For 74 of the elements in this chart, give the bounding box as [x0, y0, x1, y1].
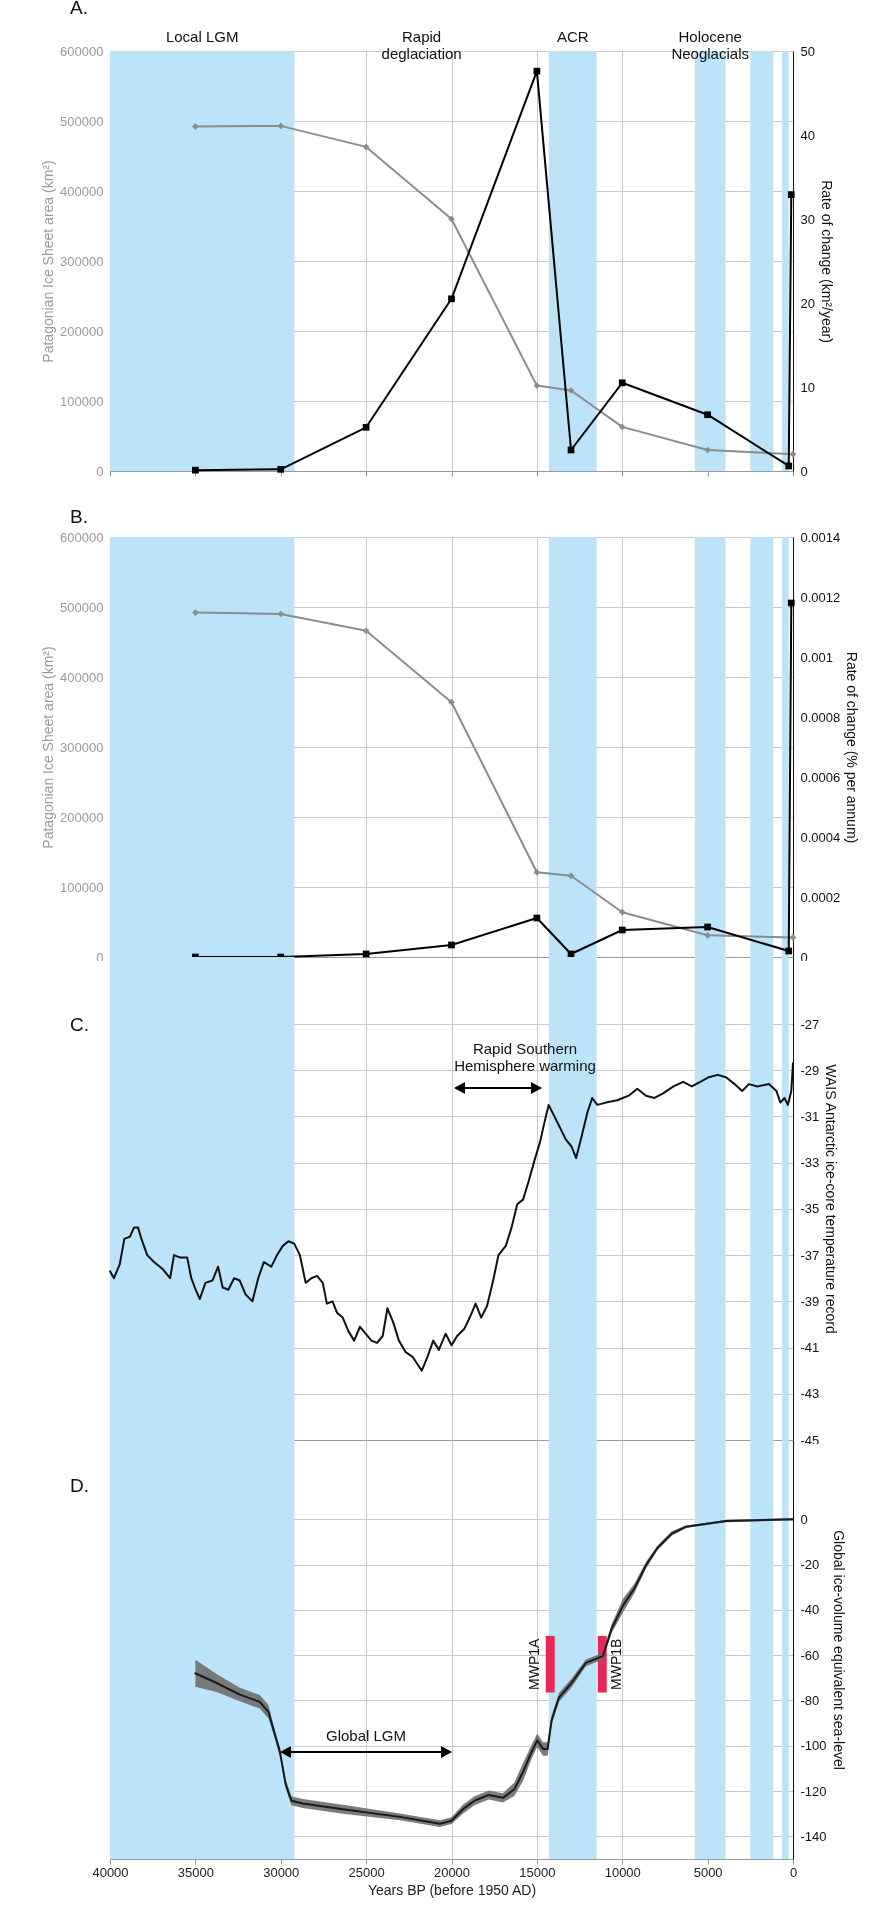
band-label: Holocene Neoglacials: [671, 28, 749, 62]
y-tick-label: 600000: [60, 529, 104, 545]
y-tick-label: 0: [96, 949, 104, 965]
y2-tick-label: -45: [800, 1432, 820, 1448]
x-tick-label: 30000: [263, 1864, 300, 1880]
band-label: ACR: [556, 28, 589, 45]
x-tick-label: 35000: [177, 1864, 214, 1880]
x-tick-label: 20000: [433, 1864, 471, 1880]
y2-tick-label: -41: [800, 1340, 820, 1356]
x-tick-label: 40000: [92, 1864, 129, 1880]
y-tick-label: 600000: [60, 43, 104, 59]
y2-axis-title: Rate of change (km²/year): [818, 180, 835, 343]
y2-tick-label: 0.0008: [800, 709, 841, 725]
y2-tick-label: -33: [800, 1155, 820, 1171]
y2-tick-label: 0.0006: [800, 769, 841, 785]
y2-tick-label: -35: [800, 1201, 820, 1217]
y2-tick-label: 50: [800, 43, 815, 59]
x-axis-title: Years BP (before 1950 AD): [367, 1881, 537, 1898]
y-tick-label: 500000: [60, 599, 104, 615]
annotation: Rapid Southern Hemisphere warming: [454, 1040, 596, 1074]
y2-tick-label: -80: [800, 1692, 820, 1708]
x-tick-label: 10000: [604, 1864, 641, 1880]
text: MWP1B: [608, 1638, 625, 1690]
y2-tick-label: -140: [800, 1828, 827, 1844]
text: MWP1A: [526, 1637, 543, 1690]
annotation: Global LGM: [325, 1727, 407, 1744]
y-tick-label: 0: [96, 463, 104, 479]
y2-tick-label: 0: [800, 463, 808, 479]
y2-axis-title: Rate of change (% per annum): [844, 651, 861, 844]
y2-tick-label: -60: [800, 1647, 820, 1663]
y2-axis-title: Global ice-volume equivalent sea-level: [830, 1530, 847, 1770]
y2-tick-label: 0.0002: [800, 889, 841, 905]
y2-tick-label: -120: [800, 1783, 827, 1799]
x-tick-label: 25000: [348, 1864, 385, 1880]
y-tick-label: 500000: [60, 113, 104, 129]
y2-tick-label: 0.0004: [800, 829, 841, 845]
y2-tick-label: -39: [800, 1293, 820, 1309]
chart-title: A.: [70, 0, 88, 18]
y2-tick-label: -31: [800, 1108, 820, 1124]
y2-tick-label: 0: [800, 949, 808, 965]
y2-tick-label: -43: [800, 1386, 820, 1402]
y-tick-label: 100000: [60, 393, 104, 409]
y-tick-label: 200000: [60, 323, 104, 339]
y-tick-label: 400000: [60, 183, 104, 199]
y2-tick-label: 0.0012: [800, 589, 841, 605]
y-tick-label: 400000: [60, 669, 104, 685]
y2-tick-label: -20: [800, 1557, 820, 1573]
y2-tick-label: -27: [800, 1016, 820, 1032]
x-tick-label: 5000: [693, 1864, 723, 1880]
y2-tick-label: 0: [800, 1511, 808, 1527]
y2-tick-label: -37: [800, 1247, 820, 1263]
y2-axis-title: WAIS Antarctic ice-core temperature record: [823, 1064, 840, 1334]
text: C.: [70, 1014, 89, 1035]
x-tick-label: 0: [789, 1864, 798, 1880]
y-tick-label: 300000: [60, 253, 104, 269]
y2-tick-label: -100: [800, 1738, 827, 1754]
y2-tick-label: 30: [800, 211, 815, 227]
y2-tick-label: 20: [800, 295, 815, 311]
y2-tick-label: 0.0014: [800, 529, 841, 545]
text: D.: [70, 1475, 89, 1496]
band-label: Local LGM: [165, 28, 239, 45]
chart-title: B.: [70, 506, 88, 527]
y-tick-label: 300000: [60, 739, 104, 755]
x-tick-label: 15000: [519, 1864, 556, 1880]
y2-tick-label: 40: [800, 127, 815, 143]
annotation: Rapid deglaciation: [381, 28, 462, 62]
y-tick-label: 100000: [60, 879, 104, 895]
y2-tick-label: -29: [800, 1062, 820, 1078]
y2-tick-label: 0.001: [800, 649, 834, 665]
y2-tick-label: 10: [800, 379, 815, 395]
y-tick-label: 200000: [60, 809, 104, 825]
y-axis-title: Patagonian Ice Sheet area (km²): [40, 646, 57, 849]
y-axis-title: Patagonian Ice Sheet area (km²): [40, 160, 57, 363]
y2-tick-label: -40: [800, 1602, 820, 1618]
